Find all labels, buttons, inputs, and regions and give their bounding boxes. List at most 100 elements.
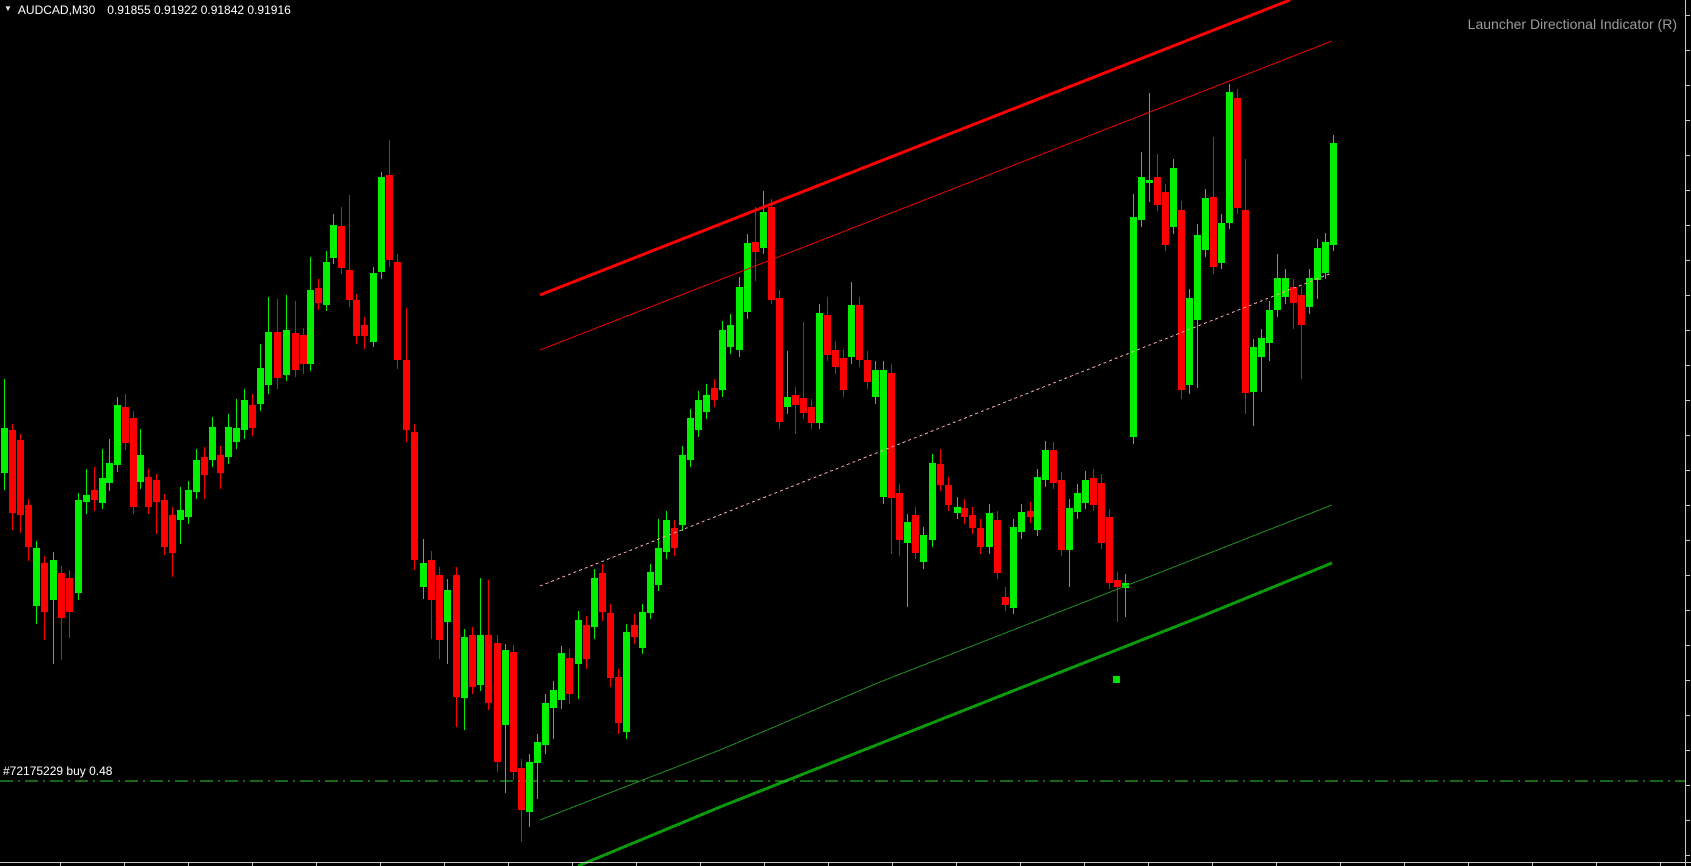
candle — [330, 214, 337, 264]
candle — [315, 279, 322, 310]
candle — [872, 361, 879, 404]
candle — [436, 567, 443, 659]
candle — [283, 295, 290, 381]
candle — [114, 397, 121, 472]
candle — [106, 439, 113, 491]
candle — [655, 519, 662, 591]
candle — [1082, 471, 1089, 509]
candle — [510, 645, 517, 780]
candle — [599, 564, 606, 621]
candle — [1114, 572, 1121, 622]
candle — [1202, 189, 1209, 257]
candle — [1162, 184, 1169, 251]
candle — [1194, 224, 1201, 388]
candle — [800, 322, 807, 419]
candle — [752, 207, 759, 281]
candle — [193, 449, 200, 499]
candle — [130, 411, 137, 514]
candle — [1298, 287, 1305, 379]
candle — [370, 267, 377, 347]
chart-symbol-header: ▼ AUDCAD,M30 0.91855 0.91922 0.91842 0.9… — [4, 3, 291, 17]
candle — [502, 644, 509, 793]
candle — [41, 556, 48, 640]
candle — [1098, 474, 1105, 549]
candle — [784, 351, 791, 414]
candle — [816, 304, 823, 429]
candle — [888, 364, 895, 554]
candle — [591, 569, 598, 639]
candle — [695, 391, 702, 437]
candle — [687, 409, 694, 467]
candle — [711, 379, 718, 407]
candle — [864, 351, 871, 389]
candle — [945, 477, 952, 511]
ohlc-values: 0.91855 0.91922 0.91842 0.91916 — [107, 3, 291, 17]
candle — [161, 494, 168, 555]
candle — [153, 474, 160, 534]
candle — [300, 328, 307, 374]
candle — [768, 199, 775, 304]
candle — [177, 487, 184, 544]
candle — [744, 234, 751, 319]
candle — [25, 499, 32, 561]
candle — [760, 191, 767, 254]
candle — [1330, 135, 1337, 251]
candle — [469, 627, 476, 694]
candle — [485, 580, 492, 710]
candle — [1106, 509, 1113, 589]
candle — [631, 614, 638, 644]
candle — [1242, 159, 1249, 414]
candle — [353, 294, 360, 344]
candle — [904, 514, 911, 607]
candle — [361, 317, 368, 349]
candle — [558, 646, 565, 709]
candle — [1074, 484, 1081, 519]
open-order-label: #72175229 buy 0.48 — [3, 764, 113, 778]
candle — [1090, 469, 1097, 511]
candle — [249, 394, 256, 436]
candle — [1322, 233, 1329, 279]
candle — [1034, 469, 1041, 536]
candle — [241, 389, 248, 439]
candle — [378, 172, 385, 279]
symbol-dropdown-icon[interactable]: ▼ — [4, 4, 12, 13]
candle — [17, 434, 24, 533]
candle — [453, 567, 460, 727]
candle — [1042, 441, 1049, 487]
candle — [1066, 499, 1073, 587]
candle — [185, 481, 192, 524]
candle — [719, 321, 726, 397]
candle — [1058, 472, 1065, 556]
candle — [1306, 269, 1313, 314]
candle — [50, 552, 57, 664]
candle — [623, 624, 630, 739]
candle — [323, 251, 330, 311]
candle — [727, 314, 734, 354]
candle — [169, 507, 176, 577]
candle — [1138, 152, 1145, 227]
candle — [444, 579, 451, 664]
candle — [776, 290, 783, 429]
candle — [639, 604, 646, 654]
candle — [896, 484, 903, 556]
lower-channel-line-thin-green — [539, 504, 1333, 821]
candle — [824, 297, 831, 361]
candle — [1250, 339, 1257, 426]
candle — [1226, 84, 1233, 229]
indicator-name-label: Launcher Directional Indicator (R) — [1467, 16, 1677, 32]
candle — [1002, 587, 1009, 611]
candle — [607, 604, 614, 687]
candle — [83, 469, 90, 514]
candle — [615, 669, 622, 734]
candle — [994, 511, 1001, 579]
candle — [920, 527, 927, 569]
candle — [1122, 574, 1129, 617]
candle — [1170, 159, 1177, 234]
candle — [1018, 504, 1025, 539]
candle — [566, 649, 573, 704]
candle — [1186, 289, 1193, 394]
candle — [937, 449, 944, 491]
